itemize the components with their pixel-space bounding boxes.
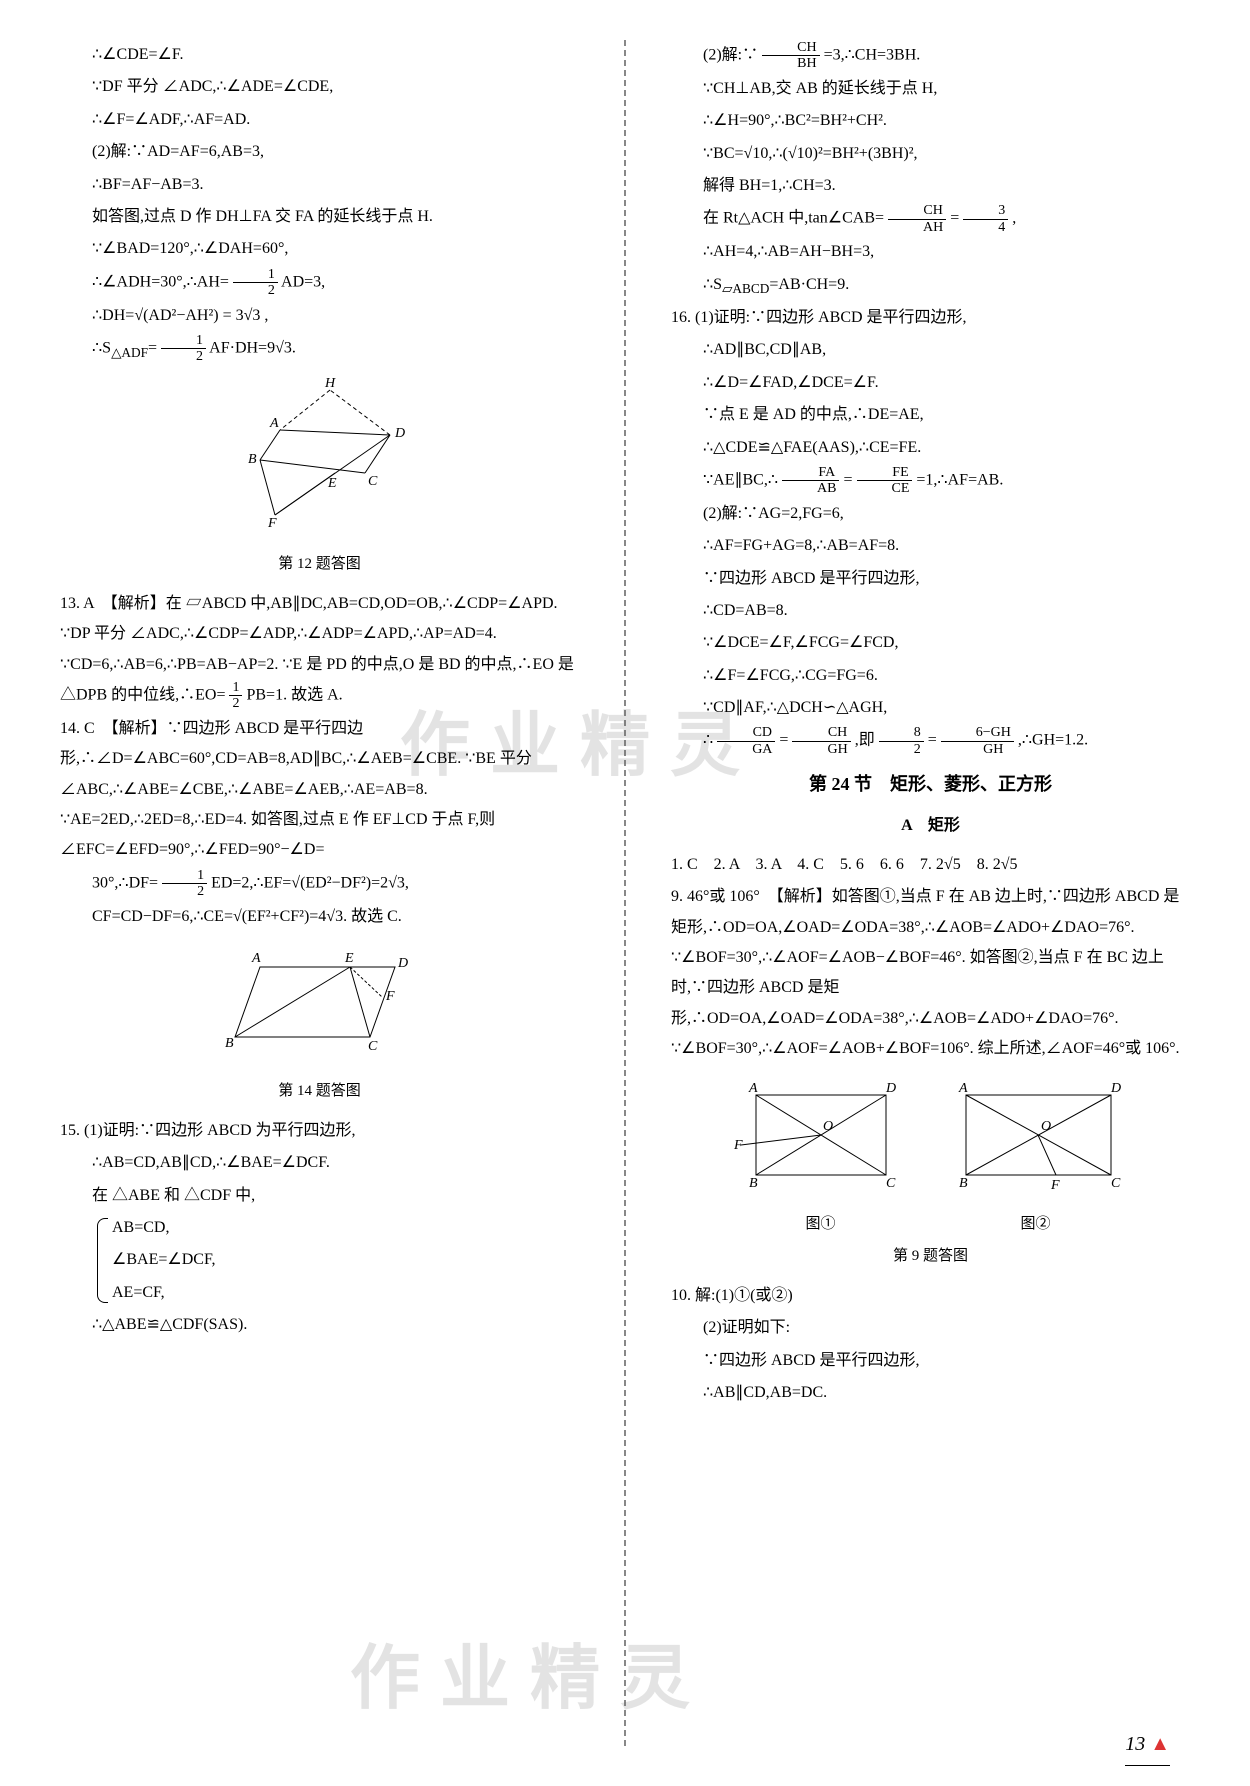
svg-text:C: C: [1111, 1176, 1121, 1191]
math-line: ∴S△ADF= 12 AF·DH=9√3.: [60, 333, 579, 365]
section-title: 第 24 节 矩形、菱形、正方形: [671, 767, 1190, 801]
question-10: 10. 解:(1)①(或②): [671, 1281, 1190, 1311]
svg-text:E: E: [327, 476, 337, 491]
parallelogram-diagram-icon: A E D F B C: [210, 942, 430, 1062]
math-line: 解得 BH=1,∴CH=3.: [671, 171, 1190, 201]
math-line: ∴∠CDE=∠F.: [60, 40, 579, 70]
math-line: ∵CD∥AF,∴△DCH∽△AGH,: [671, 693, 1190, 723]
math-line: ∴BF=AF−AB=3.: [60, 170, 579, 200]
figure-caption: 第 14 题答图: [60, 1077, 579, 1106]
math-line: 30°,∴DF= 12 ED=2,∴EF=√(ED²−DF²)=2√3,: [60, 868, 579, 900]
svg-text:A: A: [251, 951, 261, 966]
svg-text:D: D: [885, 1081, 896, 1096]
math-line: (2)解:∵AG=2,FG=6,: [671, 499, 1190, 529]
math-line: (2)解:∵ CHBH =3,∴CH=3BH.: [671, 40, 1190, 72]
figure-9: A D B C F O 图① A D B C F O: [671, 1075, 1190, 1271]
math-line: AE=CF,: [112, 1278, 579, 1308]
question-14: 14. C 【解析】∵四边形 ABCD 是平行四边形,∴∠D=∠ABC=60°,…: [60, 714, 579, 866]
math-line: ∴∠ADH=30°,∴AH= 12 AD=3,: [60, 267, 579, 299]
rectangle-diagram-icon: A D B C F O: [941, 1075, 1131, 1195]
math-line: ∴∠F=∠FCG,∴CG=FG=6.: [671, 661, 1190, 691]
question-15: 15. (1)证明:∵四边形 ABCD 为平行四边形,: [60, 1116, 579, 1146]
math-line: ∵DF 平分 ∠ADC,∴∠ADE=∠CDE,: [60, 72, 579, 102]
right-column: (2)解:∵ CHBH =3,∴CH=3BH. ∵CH⊥AB,交 AB 的延长线…: [671, 40, 1190, 1746]
svg-text:C: C: [368, 474, 378, 489]
math-line: CF=CD−DF=6,∴CE=√(EF²+CF²)=4√3. 故选 C.: [60, 902, 579, 932]
answer-row: 1. C 2. A 3. A 4. C 5. 6 6. 6 7. 2√5 8. …: [671, 850, 1190, 880]
math-line: ∵∠DCE=∠F,∠FCG=∠FCD,: [671, 628, 1190, 658]
figure-caption: 第 12 题答图: [60, 550, 579, 579]
math-line: ∵∠BAD=120°,∴∠DAH=60°,: [60, 234, 579, 264]
brace-system: AB=CD, ∠BAE=∠DCF, AE=CF,: [92, 1213, 579, 1308]
svg-text:D: D: [1110, 1081, 1121, 1096]
question-9: 9. 46°或 106° 【解析】如答图①,当点 F 在 AB 边上时,∵四边形…: [671, 882, 1190, 1064]
svg-text:C: C: [886, 1176, 896, 1191]
math-line: 如答图,过点 D 作 DH⊥FA 交 FA 的延长线于点 H.: [60, 202, 579, 232]
math-line: ∴∠H=90°,∴BC²=BH²+CH².: [671, 106, 1190, 136]
svg-text:F: F: [267, 516, 277, 531]
svg-text:B: B: [749, 1176, 758, 1191]
sub-title: A 矩形: [671, 811, 1190, 841]
svg-text:F: F: [733, 1138, 743, 1153]
rectangle-diagram-icon: A D B C F O: [731, 1075, 911, 1195]
svg-text:A: A: [958, 1081, 968, 1096]
math-line: ∠BAE=∠DCF,: [112, 1245, 579, 1275]
page-content: ∴∠CDE=∠F. ∵DF 平分 ∠ADC,∴∠ADE=∠CDE, ∴∠F=∠A…: [60, 40, 1190, 1746]
math-line: 在 Rt△ACH 中,tan∠CAB= CHAH = 34 ,: [671, 203, 1190, 235]
math-line: ∴ CDGA = CHGH ,即 82 = 6−GHGH ,∴GH=1.2.: [671, 725, 1190, 757]
math-line: ∴CD=AB=8.: [671, 596, 1190, 626]
math-line: ∴∠F=∠ADF,∴AF=AD.: [60, 105, 579, 135]
svg-text:A: A: [748, 1081, 758, 1096]
question-13: 13. A 【解析】在 ▱ABCD 中,AB∥DC,AB=CD,OD=OB,∴∠…: [60, 589, 579, 712]
math-line: (2)解:∵AD=AF=6,AB=3,: [60, 137, 579, 167]
svg-text:A: A: [269, 416, 279, 431]
svg-text:O: O: [1041, 1119, 1051, 1134]
question-16: 16. (1)证明:∵四边形 ABCD 是平行四边形,: [671, 303, 1190, 333]
math-line: ∴AF=FG+AG=8,∴AB=AF=8.: [671, 531, 1190, 561]
math-line: ∵CH⊥AB,交 AB 的延长线于点 H,: [671, 74, 1190, 104]
math-line: (2)证明如下:: [671, 1313, 1190, 1343]
math-line: ∵四边形 ABCD 是平行四边形,: [671, 1346, 1190, 1376]
svg-text:D: D: [397, 956, 408, 971]
svg-text:O: O: [823, 1119, 833, 1134]
math-line: ∴AH=4,∴AB=AH−BH=3,: [671, 237, 1190, 267]
math-line: ∵AE∥BC,∴ FAAB = FECE =1,∴AF=AB.: [671, 465, 1190, 497]
svg-text:B: B: [225, 1036, 234, 1051]
math-line: ∵点 E 是 AD 的中点,∴DE=AE,: [671, 400, 1190, 430]
math-line: ∴AB∥CD,AB=DC.: [671, 1378, 1190, 1408]
triangle-diagram-icon: H A D B C E F: [220, 375, 420, 535]
left-column: ∴∠CDE=∠F. ∵DF 平分 ∠ADC,∴∠ADE=∠CDE, ∴∠F=∠A…: [60, 40, 579, 1746]
svg-text:F: F: [385, 989, 395, 1004]
math-line: ∴S▱ABCD=AB·CH=9.: [671, 270, 1190, 302]
math-line: ∵四边形 ABCD 是平行四边形,: [671, 564, 1190, 594]
svg-text:C: C: [368, 1039, 378, 1054]
math-line: ∴∠D=∠FAD,∠DCE=∠F.: [671, 368, 1190, 398]
svg-text:B: B: [959, 1176, 968, 1191]
figure-14: A E D F B C 第 14 题答图: [60, 942, 579, 1106]
svg-text:D: D: [394, 426, 405, 441]
column-divider: [624, 40, 626, 1746]
svg-text:F: F: [1050, 1178, 1060, 1193]
page-number: 13: [1125, 1725, 1170, 1766]
svg-text:H: H: [324, 376, 336, 391]
math-line: ∴△ABE≌△CDF(SAS).: [60, 1310, 579, 1340]
math-line: AB=CD,: [112, 1213, 579, 1243]
figure-caption: 图①: [731, 1210, 911, 1239]
math-line: ∴DH=√(AD²−AH²) = 3√3 ,: [60, 301, 579, 331]
svg-text:E: E: [344, 951, 354, 966]
figure-caption: 图②: [941, 1210, 1131, 1239]
svg-text:B: B: [248, 452, 257, 467]
math-line: ∵BC=√10,∴(√10)²=BH²+(3BH)²,: [671, 139, 1190, 169]
figure-caption: 第 9 题答图: [671, 1242, 1190, 1271]
math-line: ∴AB=CD,AB∥CD,∴∠BAE=∠DCF.: [60, 1148, 579, 1178]
math-line: ∴△CDE≌△FAE(AAS),∴CE=FE.: [671, 433, 1190, 463]
math-line: ∴AD∥BC,CD∥AB,: [671, 335, 1190, 365]
figure-12: H A D B C E F 第 12 题答图: [60, 375, 579, 579]
math-line: 在 △ABE 和 △CDF 中,: [60, 1181, 579, 1211]
